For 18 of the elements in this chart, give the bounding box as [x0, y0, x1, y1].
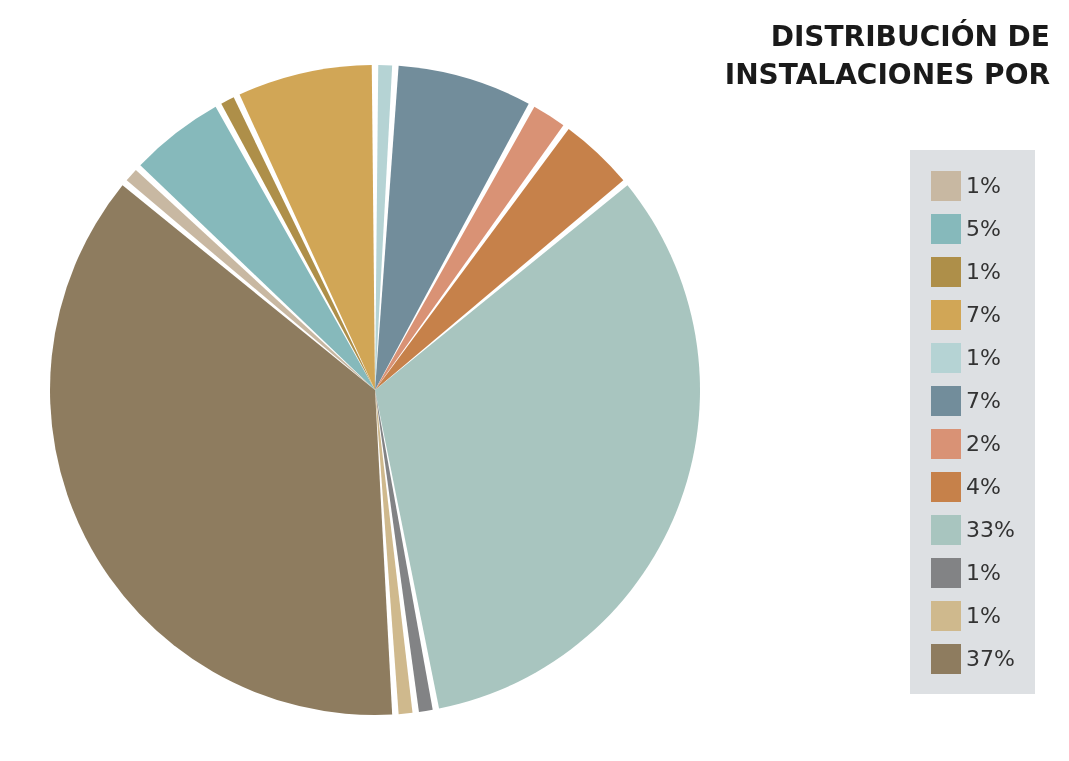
pie-slice [375, 390, 433, 713]
pie-slice [140, 106, 375, 390]
legend-label: 4% [966, 474, 1001, 499]
legend-label: 2% [966, 431, 1001, 456]
legend-label: 1% [966, 560, 1001, 585]
legend-label: 7% [966, 388, 1001, 413]
pie-slice [375, 106, 564, 390]
chart-title: DISTRIBUCIÓN DE INSTALACIONES POR [724, 19, 1050, 91]
legend-label: 5% [966, 216, 1001, 241]
pie-slice [375, 128, 624, 390]
legend-label: 1% [966, 345, 1001, 370]
legend-label: 7% [966, 302, 1001, 327]
legend-label: 33% [966, 517, 1015, 542]
legend-label: 1% [966, 259, 1001, 284]
legend-label: 1% [966, 603, 1001, 628]
legend-label: 1% [966, 173, 1001, 198]
pie-slice [239, 65, 375, 390]
legend-label: 37% [966, 646, 1015, 671]
